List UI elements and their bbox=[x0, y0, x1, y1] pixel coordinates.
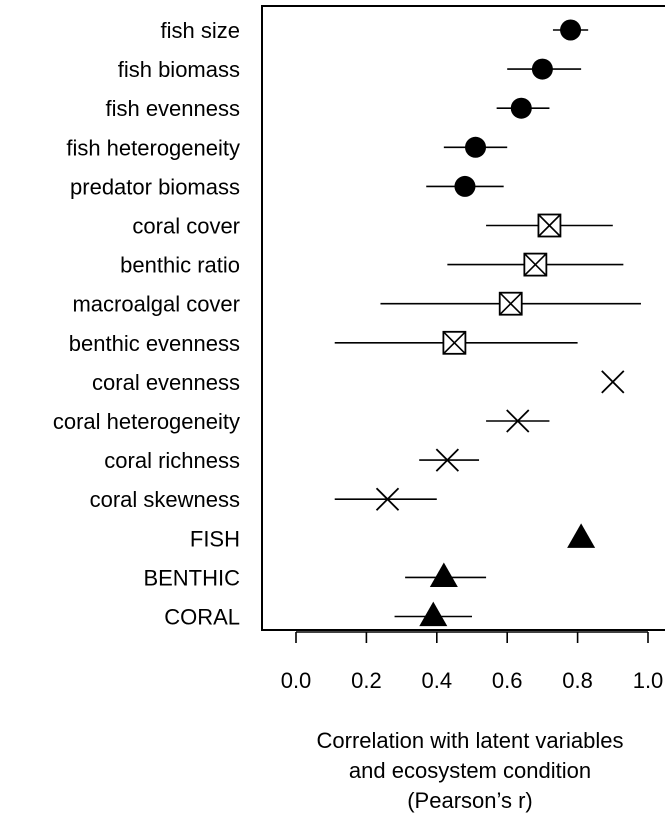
row-label: FISH bbox=[190, 526, 240, 551]
x-axis-title: Correlation with latent variables and eco… bbox=[317, 728, 624, 813]
x-tick-label: 0.0 bbox=[281, 668, 312, 693]
boxed-x-diagonal bbox=[499, 292, 523, 316]
point-boxed-x bbox=[523, 252, 548, 277]
point-circle bbox=[560, 19, 582, 41]
point-markers bbox=[375, 19, 625, 627]
x-tick-label: 0.2 bbox=[351, 668, 382, 693]
boxed-x-diagonal bbox=[442, 331, 466, 355]
row-label: coral heterogeneity bbox=[53, 409, 240, 434]
row-label: fish size bbox=[161, 18, 240, 43]
row-label: fish evenness bbox=[105, 96, 240, 121]
x-stroke bbox=[506, 409, 530, 433]
x-tick-label: 0.6 bbox=[492, 668, 523, 693]
row-label: coral evenness bbox=[92, 370, 240, 395]
point-circle bbox=[454, 175, 476, 197]
point-circle bbox=[465, 136, 487, 158]
row-label: benthic ratio bbox=[120, 253, 240, 278]
point-triangle bbox=[567, 523, 596, 548]
point-x bbox=[435, 448, 459, 472]
x-stroke bbox=[601, 370, 625, 394]
x-tick-label: 1.0 bbox=[633, 668, 664, 693]
point-x bbox=[506, 409, 530, 433]
x-tick-label: 0.4 bbox=[422, 668, 453, 693]
error-bars bbox=[334, 29, 641, 618]
row-label: fish heterogeneity bbox=[66, 135, 240, 160]
point-circle bbox=[510, 97, 532, 119]
point-triangle bbox=[419, 601, 448, 627]
point-boxed-x bbox=[498, 291, 523, 316]
row-label: CORAL bbox=[164, 605, 240, 630]
x-stroke bbox=[375, 487, 400, 511]
point-x bbox=[601, 370, 625, 394]
point-boxed-x bbox=[537, 213, 562, 238]
row-label: coral cover bbox=[132, 214, 240, 239]
row-label: predator biomass bbox=[70, 174, 240, 199]
row-label: BENTHIC bbox=[143, 565, 240, 590]
row-label: fish biomass bbox=[118, 57, 240, 82]
point-boxed-x bbox=[442, 330, 467, 355]
row-label: coral skewness bbox=[90, 487, 240, 512]
point-triangle bbox=[429, 562, 458, 587]
x-stroke bbox=[435, 448, 459, 472]
row-label: coral richness bbox=[104, 448, 240, 473]
boxed-x-diagonal bbox=[523, 253, 547, 277]
point-x bbox=[375, 487, 400, 511]
x-tick-label: 0.8 bbox=[562, 668, 593, 693]
boxed-x-diagonal bbox=[537, 213, 562, 238]
row-labels: fish size fish biomass fish evenness fish h… bbox=[53, 18, 240, 630]
x-axis-title-line: (Pearson’s r) bbox=[407, 788, 533, 813]
row-label: benthic evenness bbox=[69, 331, 240, 356]
x-axis-title-line: Correlation with latent variables bbox=[317, 728, 624, 753]
plot-frame bbox=[261, 5, 665, 631]
row-label: macroalgal cover bbox=[72, 292, 240, 317]
point-circle bbox=[531, 58, 553, 80]
x-axis-title-line: and ecosystem condition bbox=[349, 758, 591, 783]
x-axis: 0.0 0.2 0.4 0.6 0.8 1.0 bbox=[281, 631, 664, 693]
